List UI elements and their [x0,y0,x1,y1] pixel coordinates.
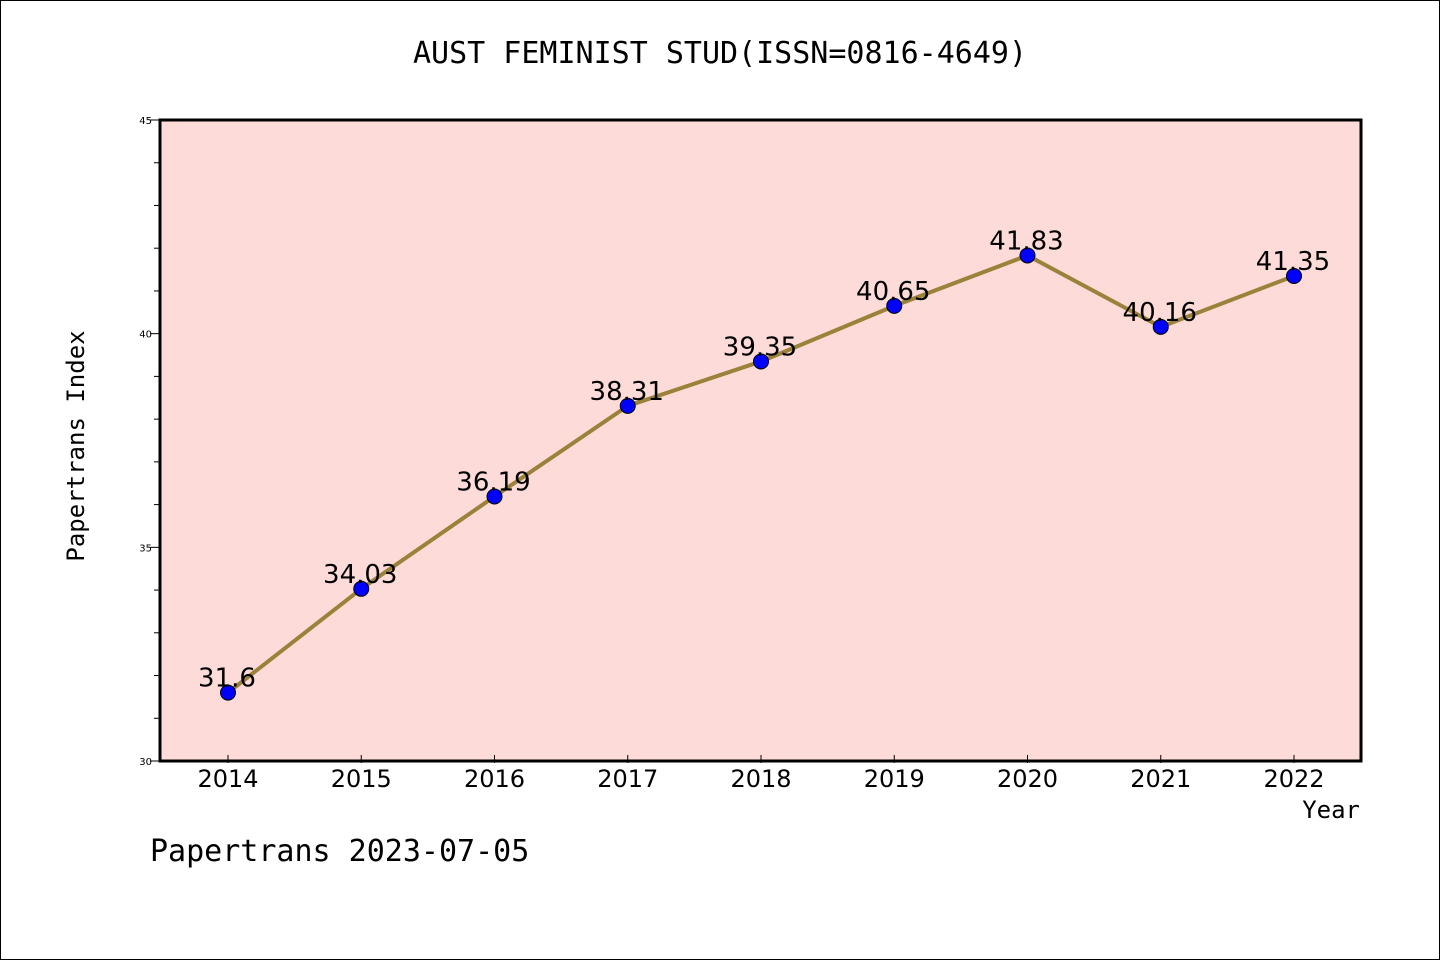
x-tick-label: 2016 [464,765,525,793]
chart-title: AUST FEMINIST STUD(ISSN=0816-4649) [412,36,1028,71]
data-point [1152,318,1169,335]
data-label: 39.35 [723,332,797,362]
data-label: 36.19 [456,467,530,497]
x-tick-label: 2020 [997,765,1058,793]
y-tick-label: 45 [139,116,152,127]
data-point [1286,267,1302,284]
data-point [353,580,370,597]
plot-area [158,118,1363,763]
data-label: 31.6 [198,664,256,694]
x-tick-label: 2018 [730,765,791,793]
y-tick-label: 35 [139,543,152,554]
data-label: 40.65 [856,277,930,307]
data-label: 38.31 [590,377,664,407]
x-tick-label: 2015 [331,765,392,793]
y-tick-label: 30 [139,757,152,768]
data-label: 41.83 [989,226,1063,256]
footer-stamp: Papertrans 2023-07-05 [150,834,530,869]
x-axis-label: Year [1302,796,1360,824]
x-tick-label: 2019 [864,765,925,793]
data-label: 40.16 [1123,298,1197,328]
y-tick-label: 40 [139,330,152,341]
x-tick-label: 2022 [1263,765,1324,793]
data-label: 41.35 [1256,247,1330,277]
data-point [619,397,636,414]
data-point [753,353,769,370]
data-point [220,684,236,701]
data-point [886,297,903,314]
data-label: 34.03 [323,560,397,590]
x-tick-label: 2021 [1130,765,1191,793]
data-point [1019,247,1036,264]
data-point [486,488,503,505]
x-tick-label: 2014 [197,765,258,793]
x-tick-label: 2017 [597,765,658,793]
